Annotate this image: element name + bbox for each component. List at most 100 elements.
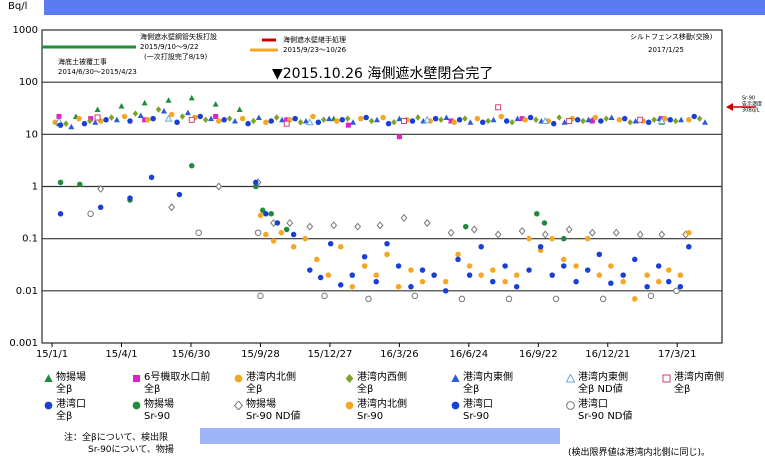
data-point xyxy=(373,272,379,278)
legend-label: 港湾内西側 全β xyxy=(357,372,407,395)
x-tick-label: 15/12/27 xyxy=(307,349,352,360)
legend-marker xyxy=(44,374,53,382)
data-point xyxy=(376,221,384,230)
data-point xyxy=(188,94,195,101)
legend-item: 港湾口 Sr-90 ND値 xyxy=(566,399,662,423)
data-point xyxy=(87,117,93,125)
data-point xyxy=(113,116,120,123)
legend-item: 物揚場 全β xyxy=(44,372,132,396)
data-point xyxy=(306,222,314,231)
legend: 物揚場 全β 6号機取水口前 全β 港湾内北側 全β 港湾内西側 全β 港湾内東側 全β… xyxy=(44,372,762,423)
data-point xyxy=(354,222,362,231)
data-point xyxy=(462,115,468,122)
annotation: 2017/1/25 xyxy=(648,46,684,54)
data-point xyxy=(270,238,277,244)
data-point xyxy=(188,162,195,169)
data-point xyxy=(448,118,454,124)
data-point xyxy=(77,181,83,188)
x-tick-label: 16/6/24 xyxy=(450,349,489,360)
data-point xyxy=(451,119,457,126)
data-point xyxy=(549,272,555,278)
data-point xyxy=(350,119,357,125)
data-point xyxy=(385,120,392,127)
data-point xyxy=(395,283,402,290)
data-point xyxy=(466,263,473,269)
data-point xyxy=(596,251,603,258)
data-point xyxy=(527,114,534,121)
data-point xyxy=(498,113,505,120)
data-point xyxy=(92,119,99,125)
data-point xyxy=(257,292,264,300)
data-point xyxy=(349,272,356,278)
data-point xyxy=(137,112,144,118)
data-point xyxy=(655,263,662,269)
data-point xyxy=(632,256,638,263)
annotation: Sr-90 xyxy=(742,96,755,102)
data-point xyxy=(691,113,697,120)
legend-symbol xyxy=(44,401,53,410)
y-tick-label: 100 xyxy=(19,77,38,88)
data-point xyxy=(165,97,172,103)
data-point xyxy=(561,256,567,263)
data-point xyxy=(637,116,644,123)
legend-symbol xyxy=(345,401,354,410)
data-point xyxy=(314,256,320,263)
closure-annotation: ▼2015.10.26 海側遮水壁閉合完了 xyxy=(272,66,493,82)
data-point xyxy=(509,119,515,126)
data-point xyxy=(127,195,133,201)
data-point xyxy=(423,115,431,123)
data-point xyxy=(290,243,297,250)
data-point xyxy=(174,119,180,126)
data-point xyxy=(202,116,209,124)
data-point xyxy=(565,225,573,234)
data-point xyxy=(216,118,222,124)
legend-symbol xyxy=(662,374,671,383)
legend-item: 港湾口 全β xyxy=(44,399,132,423)
data-point xyxy=(686,229,692,236)
data-point xyxy=(254,229,262,236)
data-point xyxy=(620,278,626,285)
annotation: 海底土被覆工事 xyxy=(58,57,107,66)
data-point xyxy=(466,272,473,278)
data-point xyxy=(284,117,290,123)
data-point xyxy=(442,278,449,285)
data-point xyxy=(702,119,709,125)
legend-label: 港湾内南側 全β xyxy=(674,372,724,395)
data-point xyxy=(127,118,133,124)
y-tick-label: 10 xyxy=(25,129,38,140)
data-point xyxy=(361,254,368,260)
y-tick-label: 1 xyxy=(32,182,38,193)
data-point xyxy=(478,243,484,250)
data-point xyxy=(621,115,628,122)
data-point xyxy=(283,120,290,127)
data-point xyxy=(585,116,592,123)
data-point xyxy=(455,256,461,263)
data-point xyxy=(118,102,125,109)
data-point xyxy=(541,220,548,226)
data-point xyxy=(526,267,532,273)
data-point xyxy=(263,231,269,238)
data-point xyxy=(290,231,297,238)
note: Sr-90について、物揚 xyxy=(88,445,174,455)
legend-marker xyxy=(451,374,460,382)
data-point xyxy=(302,235,308,242)
data-point xyxy=(81,120,88,127)
data-point xyxy=(236,106,243,112)
x-tick-label: 15/4/1 xyxy=(105,349,137,360)
data-point xyxy=(380,114,386,121)
data-point xyxy=(87,210,94,218)
legend-label: 物揚場 全β xyxy=(56,372,86,395)
data-point xyxy=(160,108,167,114)
legend-item: 港湾内東側 全β ND値 xyxy=(566,372,662,396)
data-point xyxy=(608,114,615,121)
data-point xyxy=(665,278,672,285)
data-point xyxy=(63,120,69,127)
data-point xyxy=(495,104,502,111)
data-point xyxy=(326,115,333,122)
data-point xyxy=(485,117,491,125)
legend-item: 港湾内南側 全β xyxy=(662,372,762,396)
data-point xyxy=(302,118,309,124)
legend-item: 物揚場 Sr-90 ND値 xyxy=(234,399,345,423)
data-point xyxy=(627,119,633,126)
data-point xyxy=(155,106,162,113)
